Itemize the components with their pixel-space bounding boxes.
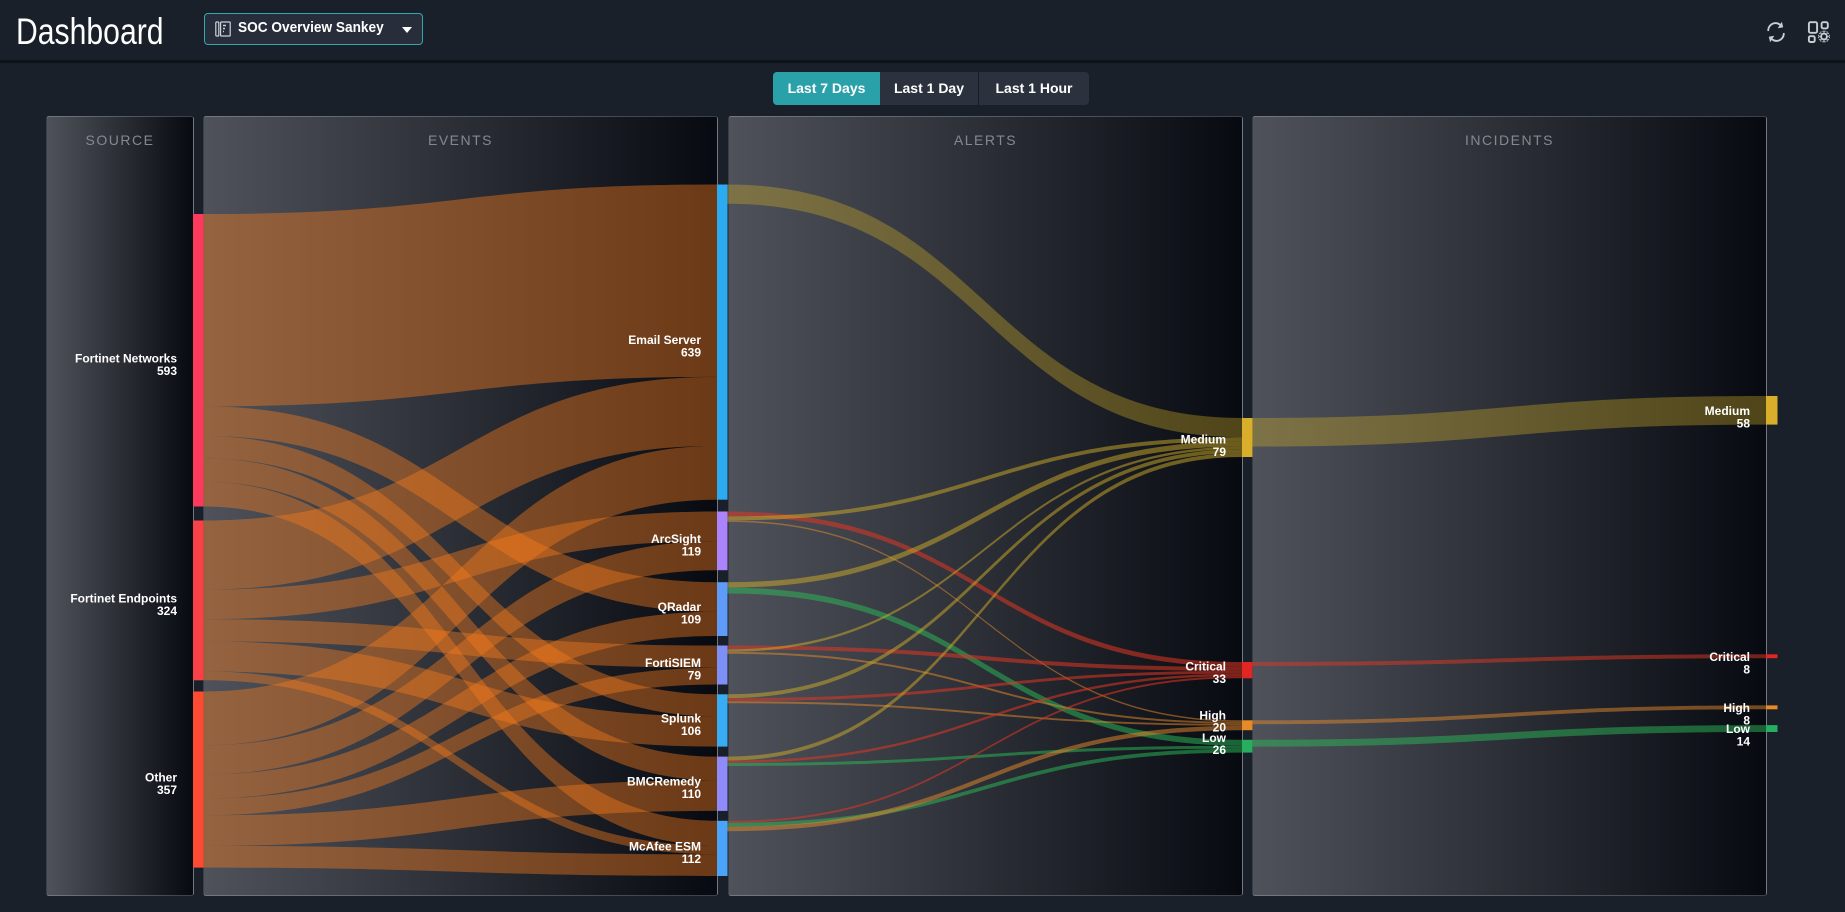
svg-text:Low: Low bbox=[1726, 722, 1751, 736]
svg-text:119: 119 bbox=[682, 544, 702, 558]
svg-text:Splunk: Splunk bbox=[661, 711, 701, 725]
svg-text:BMCRemedy: BMCRemedy bbox=[627, 775, 701, 789]
svg-text:FortiSIEM: FortiSIEM bbox=[645, 656, 701, 670]
svg-text:26: 26 bbox=[1213, 743, 1227, 757]
svg-text:Fortinet Networks: Fortinet Networks bbox=[75, 351, 177, 365]
svg-text:639: 639 bbox=[681, 346, 701, 360]
svg-text:McAfee ESM: McAfee ESM bbox=[629, 839, 701, 853]
svg-text:593: 593 bbox=[157, 364, 177, 378]
svg-text:324: 324 bbox=[157, 604, 177, 618]
svg-text:79: 79 bbox=[1213, 445, 1227, 459]
svg-text:33: 33 bbox=[1213, 672, 1227, 686]
svg-text:8: 8 bbox=[1743, 662, 1750, 676]
svg-text:ArcSight: ArcSight bbox=[651, 532, 701, 546]
svg-text:20: 20 bbox=[1213, 721, 1227, 735]
svg-text:106: 106 bbox=[681, 724, 701, 738]
svg-text:14: 14 bbox=[1737, 735, 1751, 749]
svg-text:112: 112 bbox=[682, 852, 702, 866]
svg-text:110: 110 bbox=[682, 787, 702, 801]
svg-text:Critical: Critical bbox=[1185, 660, 1226, 674]
svg-text:79: 79 bbox=[688, 669, 702, 683]
svg-text:Other: Other bbox=[145, 771, 177, 785]
svg-text:Critical: Critical bbox=[1709, 650, 1750, 664]
svg-text:357: 357 bbox=[157, 783, 177, 797]
svg-text:Email Server: Email Server bbox=[628, 333, 701, 347]
svg-text:Medium: Medium bbox=[1181, 433, 1226, 447]
svg-text:109: 109 bbox=[681, 613, 701, 627]
svg-text:Low: Low bbox=[1202, 731, 1227, 745]
svg-text:Medium: Medium bbox=[1705, 404, 1750, 418]
svg-text:High: High bbox=[1723, 701, 1750, 715]
svg-text:High: High bbox=[1199, 709, 1226, 723]
svg-text:8: 8 bbox=[1743, 713, 1750, 727]
svg-text:58: 58 bbox=[1737, 416, 1751, 430]
svg-text:Fortinet Endpoints: Fortinet Endpoints bbox=[70, 591, 177, 605]
svg-text:QRadar: QRadar bbox=[658, 600, 702, 614]
